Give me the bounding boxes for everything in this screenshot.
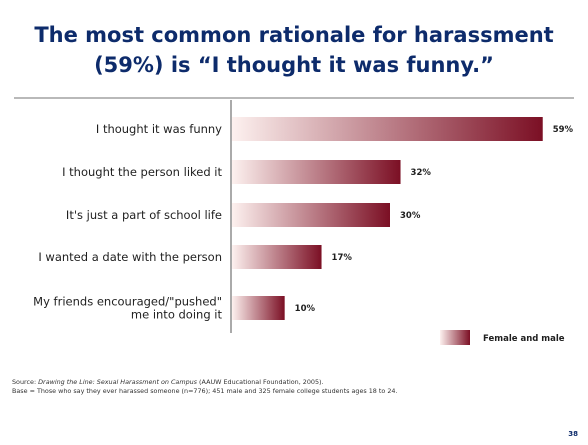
page-number: 38	[568, 430, 578, 438]
title-divider	[14, 97, 574, 99]
category-label: My friends encouraged/"pushed"	[33, 295, 222, 309]
legend-swatch	[440, 330, 470, 345]
value-label: 59%	[553, 125, 574, 135]
bar	[232, 203, 390, 227]
title-band	[0, 0, 588, 99]
bar	[232, 117, 543, 141]
value-label: 10%	[295, 304, 316, 314]
value-label: 32%	[411, 168, 432, 178]
source-prefix: Source:	[12, 378, 39, 386]
legend-label: Female and male	[483, 334, 565, 344]
source-base: Base = Those who say they ever harassed …	[12, 387, 398, 395]
source-note: Source: Drawing the Line: Sexual Harassm…	[12, 378, 582, 396]
category-label: It's just a part of school life	[66, 208, 222, 222]
bar	[232, 245, 322, 269]
value-label: 30%	[400, 211, 421, 221]
category-label: I wanted a date with the person	[38, 250, 222, 264]
source-title: Drawing the Line: Sexual Harassment on C…	[38, 378, 198, 386]
value-label: 17%	[332, 253, 353, 263]
bar	[232, 160, 401, 184]
bar	[232, 296, 285, 320]
source-citation: Source: Drawing the Line: Sexual Harassm…	[12, 378, 582, 387]
bar-chart: 59% I thought it was funny 32% I thought th…	[33, 100, 574, 345]
category-label: I thought the person liked it	[62, 165, 222, 179]
slide-title-line2: (59%) is “I thought it was funny.”	[94, 53, 494, 77]
source-suffix: (AAUW Educational Foundation, 2005).	[197, 378, 324, 386]
category-label: I thought it was funny	[96, 122, 222, 136]
slide-title-line1: The most common rationale for harassment	[34, 23, 554, 47]
category-label: me into doing it	[131, 308, 223, 322]
slide-title: The most common rationale for harassment…	[14, 20, 574, 80]
